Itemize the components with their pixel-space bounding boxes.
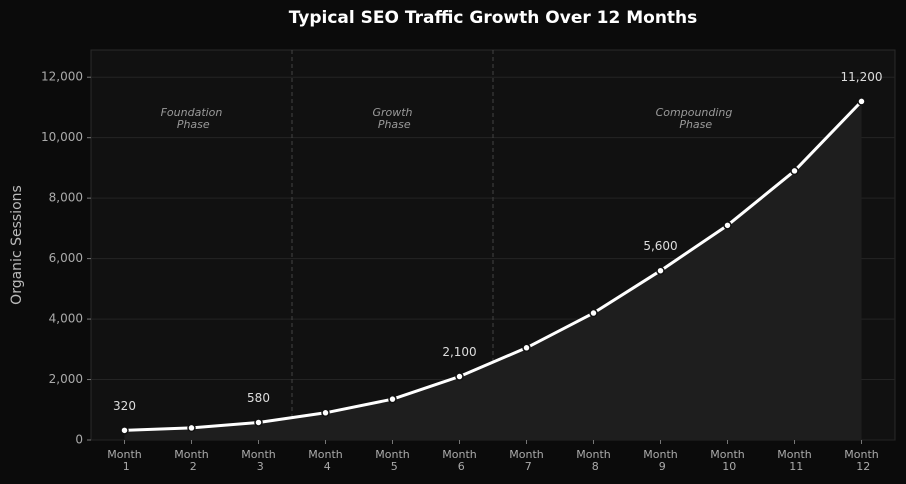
point [589,308,598,318]
phase-label-line: Phase [173,118,210,131]
x-tick-label-line: Month [777,448,812,461]
x-tick-label: Month 9 [643,448,678,473]
x-tick-label-line: 3 [253,460,264,473]
y-tick-label: 2,000 [49,372,83,386]
point [388,394,397,404]
x-tick-label-line: Month [442,448,477,461]
point [656,266,665,275]
x-tick-label: Month 12 [844,448,879,473]
value-label: 320 [113,399,136,413]
x-tick-label-line: 7 [521,460,532,473]
x-tick-label-line: 4 [320,460,331,473]
phase-label: Compounding Phase [656,106,733,131]
phase-label: Growth Phase [372,106,412,131]
x-tick-label: Month 1 [107,448,142,473]
x-tick-label: Month 3 [241,448,276,473]
x-tick-label-line: 5 [387,460,398,473]
point [187,423,196,433]
phase-label-line: Phase [676,118,713,131]
line [124,100,863,432]
point [321,408,330,418]
x-tick-label-line: Month [174,448,209,461]
x-tick-label-line: 11 [786,460,804,473]
x-tick-label-line: 12 [853,460,871,473]
point [455,372,464,381]
y-tick-label: 12,000 [41,70,83,84]
phase-label-line: Phase [374,118,411,131]
x-tick-label: Month 7 [509,448,544,473]
value-label: 2,100 [442,345,476,359]
chart-title: Typical SEO Traffic Growth Over 12 Month… [289,8,698,28]
x-tick-label-line: Month [643,448,678,461]
x-tick-label: Month 11 [777,448,812,473]
point [120,426,129,435]
phase-label: Foundation Phase [161,106,223,131]
x-tick-label-line: Month [844,448,879,461]
x-tick-label: Month 6 [442,448,477,473]
y-tick-label: 0 [75,433,83,447]
phase-label-line: Foundation [161,106,223,119]
x-tick-label-line: Month [308,448,343,461]
x-tick-label-line: Month [107,448,142,461]
x-tick-label-line: Month [576,448,611,461]
point [522,343,531,353]
x-tick-label: Month 8 [576,448,611,473]
y-axis-label: Organic Sessions [9,185,25,305]
point [254,418,263,427]
x-tick-label-line: 8 [588,460,599,473]
x-tick-label-line: 2 [186,460,197,473]
point [857,97,866,106]
y-tick-label: 6,000 [49,251,83,265]
point [723,221,732,230]
x-tick-label-line: Month [710,448,745,461]
x-tick-label: Month 5 [375,448,410,473]
area-fill [124,101,862,440]
x-tick-label-line: Month [375,448,410,461]
value-label: 5,600 [643,239,677,253]
y-tick-label: 4,000 [49,312,83,326]
x-tick-label-line: Month [509,448,544,461]
x-tick-label: Month 2 [174,448,209,473]
value-label: 11,200 [841,70,883,84]
y-tick-label: 8,000 [49,191,83,205]
point [790,166,799,176]
phase-label-line: Growth [372,106,412,119]
x-tick-label: Month 10 [710,448,745,473]
x-tick-label-line: 6 [454,460,465,473]
value-label: 580 [247,391,270,405]
x-tick-label-line: 1 [119,460,130,473]
x-tick-label-line: 10 [719,460,737,473]
x-tick-label: Month 4 [308,448,343,473]
y-tick-label: 10,000 [41,130,83,144]
x-tick-label-line: Month [241,448,276,461]
x-tick-label-line: 9 [655,460,666,473]
phase-label-line: Compounding [656,106,733,119]
